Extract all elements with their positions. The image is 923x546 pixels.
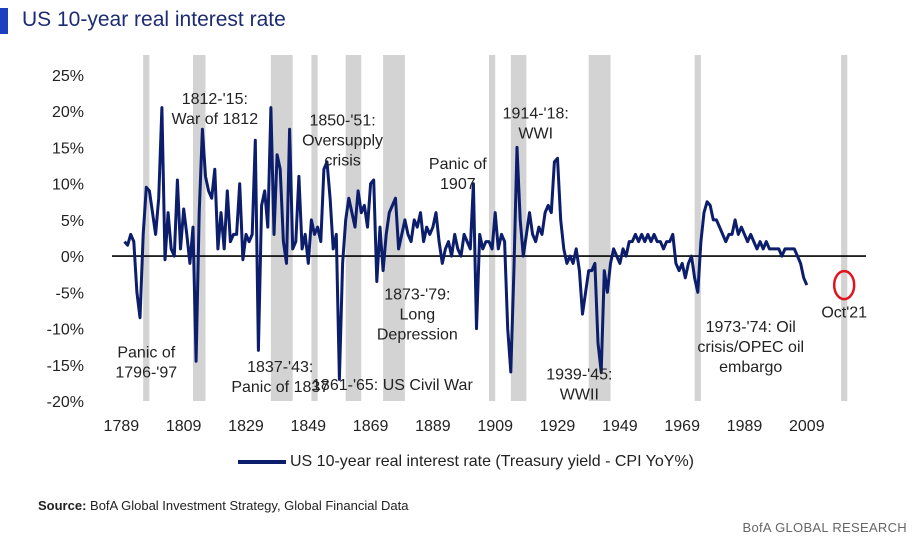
y-tick-label: -5%: [56, 285, 84, 302]
x-tick-label: 1949: [602, 418, 638, 435]
y-tick-label: 5%: [61, 213, 84, 230]
x-tick-label: 1889: [415, 418, 451, 435]
y-tick-label: -10%: [47, 322, 84, 339]
annotation-line: 1812-'15:: [182, 91, 248, 108]
annotation: Panic of 1796-'97: [115, 345, 177, 382]
annotation: 1973-'74: Oil crisis/OPEC oil embargo: [697, 319, 804, 376]
annotation-line: WWII: [560, 386, 599, 403]
annotation: 1861-'65: US Civil War: [312, 377, 473, 394]
recession-band: [841, 55, 848, 401]
recession-band: [694, 55, 701, 401]
annotation-line: crisis/OPEC oil: [697, 339, 804, 356]
chart-legend: US 10-year real interest rate (Treasury …: [238, 453, 694, 471]
annotation-line: crisis: [324, 153, 360, 170]
x-tick-label: 2009: [789, 418, 825, 435]
annotation: Panic of 1907: [429, 156, 487, 193]
x-tick-label: 1849: [290, 418, 326, 435]
annotation-line: 1914-'18:: [503, 105, 569, 122]
recession-band: [383, 55, 405, 401]
annotation: Oct'21: [821, 305, 867, 322]
recession-band: [345, 55, 362, 401]
annotation-line: 1907: [440, 176, 476, 193]
x-tick-label: 1989: [727, 418, 763, 435]
annotation: 1837-'43: Panic of 1837: [231, 359, 329, 396]
title-accent-bar: [0, 8, 8, 34]
annotation-line: Long: [400, 307, 436, 324]
y-tick-label: -20%: [47, 394, 84, 411]
x-tick-label: 1869: [353, 418, 389, 435]
x-tick-label: 1909: [477, 418, 513, 435]
recession-band: [489, 55, 496, 401]
annotation-line: War of 1812: [172, 111, 259, 128]
source-note: Source: BofA Global Investment Strategy,…: [38, 498, 408, 513]
chart-title: US 10-year real interest rate: [22, 8, 286, 31]
legend-line-swatch: [238, 460, 286, 464]
y-tick-label: -15%: [47, 358, 84, 375]
recession-band: [143, 55, 150, 401]
annotation-line: embargo: [719, 359, 782, 376]
source-label: Source:: [38, 498, 87, 513]
y-tick-label: 10%: [52, 177, 84, 194]
annotation-line: Oversupply: [302, 133, 383, 150]
annotation-line: WWI: [518, 125, 553, 142]
x-tick-label: 1809: [166, 418, 202, 435]
annotation-line: 1850-'51:: [309, 113, 375, 130]
x-tick-label: 1969: [664, 418, 700, 435]
annotation-line: Panic of: [429, 156, 487, 173]
annotation: 1812-'15: War of 1812: [172, 91, 259, 128]
annotation-line: Depression: [377, 327, 458, 344]
annotation: 1873-'79: Long Depression: [377, 287, 458, 344]
annotation: 1914-'18: WWI: [503, 105, 569, 142]
y-tick-label: 20%: [52, 104, 84, 121]
annotation-line: 1861-'65: US Civil War: [312, 377, 473, 394]
recession-band: [588, 55, 611, 401]
annotation-line: 1973-'74: Oil: [706, 319, 796, 336]
annotation-line: Oct'21: [821, 305, 867, 322]
annotation: 1939-'45: WWII: [546, 366, 612, 403]
x-tick-label: 1829: [228, 418, 264, 435]
x-tick-label: 1929: [540, 418, 576, 435]
annotation-line: 1796-'97: [115, 365, 177, 382]
annotation-line: Panic of: [117, 345, 175, 362]
annotation-line: Panic of 1837: [231, 379, 329, 396]
annotation-line: 1873-'79:: [384, 287, 450, 304]
legend-label: US 10-year real interest rate (Treasury …: [290, 453, 695, 470]
y-tick-label: 15%: [52, 140, 84, 157]
y-tick-label: 25%: [52, 68, 84, 85]
recession-band: [510, 55, 527, 401]
x-tick-label: 1789: [104, 418, 140, 435]
annotation: 1850-'51: Oversupply crisis: [302, 113, 383, 170]
source-text: BofA Global Investment Strategy, Global …: [90, 498, 409, 513]
series-line: [123, 106, 809, 381]
annotation-line: 1939-'45:: [546, 366, 612, 383]
brand-footer: BofA GLOBAL RESEARCH: [742, 520, 907, 535]
highlight-circle: [832, 269, 856, 301]
y-tick-label: 0%: [61, 249, 84, 266]
annotation-line: 1837-'43:: [247, 359, 313, 376]
